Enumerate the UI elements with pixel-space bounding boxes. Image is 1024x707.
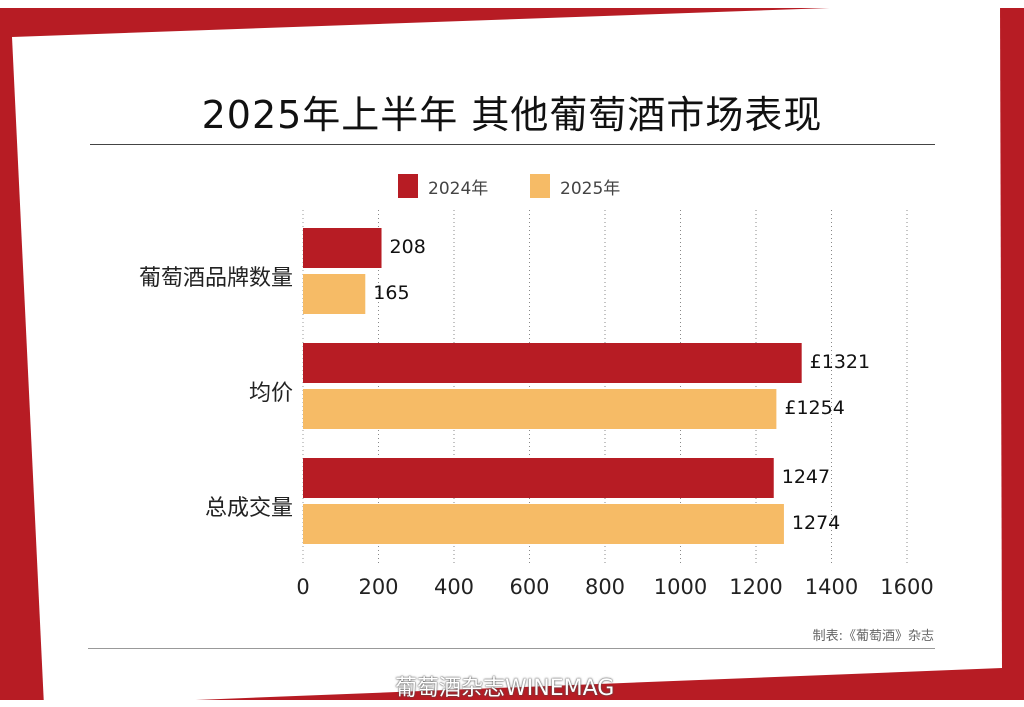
legend-swatch-2024 (398, 174, 418, 198)
x-tick-label: 1600 (880, 575, 934, 599)
bar-2025 (303, 504, 784, 544)
data-label: £1254 (784, 397, 845, 419)
bottom-divider (88, 648, 935, 649)
chart-title: 2025年上半年 其他葡萄酒市场表现 (201, 93, 823, 137)
bar-2025 (303, 389, 777, 429)
category-label: 总成交量 (204, 496, 293, 521)
legend-label-2025: 2025年 (560, 179, 621, 199)
legend-swatch-2025 (530, 174, 550, 198)
data-label: 1274 (791, 512, 841, 534)
x-tick-label: 1000 (653, 575, 708, 599)
bar-2024 (303, 228, 382, 268)
x-tick-label: 400 (433, 575, 475, 599)
x-tick-label: 600 (509, 575, 550, 599)
bar-2024 (303, 458, 774, 498)
x-tick-label: 800 (584, 575, 626, 599)
data-label: 208 (389, 236, 426, 258)
credit-text: 制表:《葡萄酒》杂志 (812, 629, 934, 644)
x-tick-label: 1200 (729, 575, 783, 599)
legend-label-2024: 2024年 (428, 179, 489, 199)
bar-2024 (303, 343, 802, 383)
title-divider (90, 144, 935, 145)
data-label: £1321 (809, 351, 871, 373)
data-label: 1247 (781, 466, 831, 488)
category-label: 葡萄酒品牌数量 (138, 266, 293, 291)
category-label: 均价 (248, 381, 293, 406)
x-tick-label: 200 (358, 575, 399, 599)
x-tick-label: 1400 (804, 575, 859, 599)
watermark: 葡萄酒杂志WINEMAG (395, 676, 615, 701)
data-label: 165 (373, 282, 410, 304)
x-tick-label: 0 (296, 575, 310, 599)
bar-2025 (303, 274, 366, 314)
